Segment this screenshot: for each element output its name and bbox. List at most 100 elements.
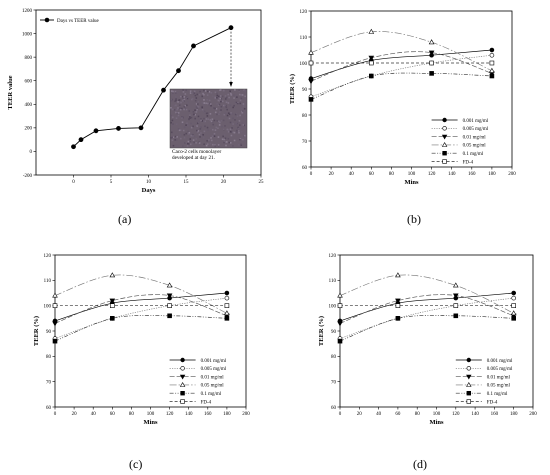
micrograph-texture <box>170 121 172 124</box>
y-tick-label: 120 <box>44 254 52 259</box>
data-point <box>511 303 517 308</box>
chart-panel-a: 0 5 10 15 20 25 -200 0 200 400 600 800 1000 1200 Days T… <box>7 9 264 194</box>
micrograph-texture <box>238 93 241 96</box>
micrograph-texture <box>191 143 194 145</box>
x-tick-label: 0 <box>310 172 313 177</box>
micrograph-texture <box>189 90 192 92</box>
micrograph-texture <box>227 93 230 96</box>
micrograph-texture <box>170 106 172 109</box>
series-2 <box>308 50 495 85</box>
micrograph-texture <box>194 94 197 97</box>
micrograph-texture <box>200 132 202 134</box>
chart-panel-b: 0 20 40 60 80 100 120 140 160 180 200 60 70 80 90 100 11… <box>289 10 516 186</box>
micrograph-texture <box>193 92 196 95</box>
micrograph-texture <box>192 139 195 141</box>
micrograph-texture <box>223 141 225 144</box>
series-0 <box>337 290 517 324</box>
legend-marker <box>466 390 471 396</box>
micrograph-texture <box>174 90 177 93</box>
micrograph-texture <box>198 119 200 122</box>
micrograph-texture <box>208 102 211 105</box>
micrograph-texture <box>239 102 242 105</box>
micrograph-texture <box>178 129 181 132</box>
micrograph-texture <box>193 141 195 144</box>
y-axis-label: TEER value <box>7 75 14 109</box>
legend-label: FD-4 <box>463 160 474 165</box>
micrograph-texture <box>206 143 209 145</box>
micrograph-texture <box>175 117 178 120</box>
micrograph-texture <box>189 116 191 118</box>
micrograph-texture <box>220 109 222 111</box>
micrograph-texture <box>172 136 175 139</box>
micrograph-texture <box>183 133 186 136</box>
micrograph-texture <box>228 117 231 120</box>
micrograph-texture <box>187 140 190 143</box>
micrograph-texture <box>175 139 178 141</box>
series-line <box>310 31 493 72</box>
x-tick-label: 160 <box>468 172 476 177</box>
legend-marker <box>441 141 448 147</box>
micrograph-texture <box>172 92 174 95</box>
micrograph-texture <box>210 104 212 107</box>
x-tick-label: 0 <box>72 180 75 185</box>
y-tick-label: 100 <box>44 304 52 309</box>
x-tick-label: 80 <box>389 172 395 177</box>
micrograph-texture <box>232 123 234 125</box>
y-tick-label: 60 <box>302 166 308 171</box>
micrograph-texture <box>201 95 204 98</box>
series-3 <box>308 28 495 73</box>
micrograph-texture <box>219 89 221 92</box>
micrograph-texture <box>176 145 179 148</box>
micrograph-texture <box>217 144 220 146</box>
series-4 <box>52 313 230 344</box>
x-tick-label: 200 <box>508 172 516 177</box>
data-point <box>224 290 230 296</box>
micrograph-texture <box>202 136 205 139</box>
micrograph-texture <box>182 97 185 100</box>
micrograph-texture <box>178 99 180 102</box>
series-line <box>310 72 492 100</box>
data-point <box>110 303 115 308</box>
micrograph-texture <box>198 133 201 136</box>
micrograph-texture <box>240 97 243 100</box>
micrograph-texture <box>192 111 195 113</box>
micrograph-texture <box>196 131 199 133</box>
micrograph-texture <box>196 129 198 132</box>
micrograph-texture <box>236 102 239 105</box>
legend-label: Days vs TEER value <box>57 19 99 24</box>
micrograph-texture <box>217 127 219 130</box>
micrograph-texture <box>183 108 185 111</box>
micrograph-texture <box>195 138 198 140</box>
x-tick-label: 200 <box>529 412 537 417</box>
x-tick-label: 140 <box>185 412 193 417</box>
series-0 <box>308 47 495 81</box>
micrograph-texture <box>218 124 221 126</box>
micrograph-texture <box>227 102 230 104</box>
series-line <box>339 315 514 342</box>
micrograph-texture <box>238 90 241 92</box>
x-tick-label: 40 <box>376 412 382 417</box>
micrograph-texture <box>244 89 246 92</box>
y-tick-label: 0 <box>30 150 33 155</box>
micrograph-texture <box>234 95 237 97</box>
x-tick-label: 5 <box>110 180 113 185</box>
y-tick-label: 80 <box>331 355 337 360</box>
micrograph-texture <box>200 119 202 122</box>
series-1 <box>308 52 495 100</box>
legend-label: 0.005 mg/ml <box>201 367 227 372</box>
data-point <box>167 303 172 308</box>
y-axis-label: TEER (%) <box>318 316 325 346</box>
micrograph-texture <box>216 92 218 95</box>
y-tick-label: 70 <box>302 140 308 145</box>
legend-marker <box>179 381 186 387</box>
micrograph-texture <box>175 98 177 100</box>
data-point <box>368 60 374 66</box>
legend-label: 0.05 mg/ml <box>487 384 511 389</box>
micrograph-texture <box>227 112 230 115</box>
series-5 <box>337 303 517 308</box>
legend-label: 0.001 mg/ml <box>487 359 513 364</box>
micrograph-texture <box>176 112 178 115</box>
micrograph-texture <box>240 143 242 146</box>
data-point <box>167 313 172 319</box>
data-point <box>428 50 435 56</box>
